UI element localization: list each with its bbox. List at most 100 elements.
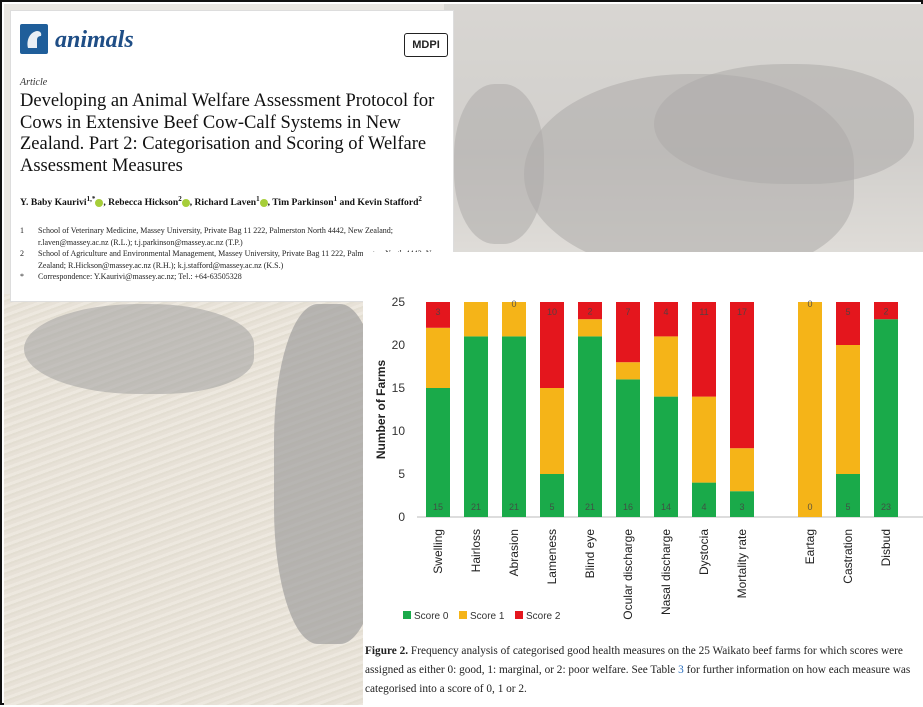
caption-text-2: for further information on how each meas… xyxy=(365,664,911,695)
author-separator: , xyxy=(189,197,195,209)
bar-segment-score-0 xyxy=(654,396,678,517)
bar-segment-score-0 xyxy=(874,319,898,517)
x-tick-label: Blind eye xyxy=(583,529,597,579)
y-tick-label: 0 xyxy=(398,510,405,524)
bar-segment-score-2 xyxy=(654,302,678,337)
bar-segment-score-0 xyxy=(540,474,564,517)
figure-caption: Figure 2. Frequency analysis of categori… xyxy=(365,642,923,699)
orcid-icon[interactable] xyxy=(181,198,190,207)
paper-title: Developing an Animal Welfare Assessment … xyxy=(20,91,435,176)
bar-segment-score-1 xyxy=(464,302,488,337)
affiliation-number: 1 xyxy=(20,226,24,235)
author-separator: , xyxy=(103,197,109,209)
data-label: 5 xyxy=(549,502,554,512)
x-tick-label: Hairloss xyxy=(469,529,483,572)
author-affiliation-mark: 2 xyxy=(418,195,422,203)
bar-segment-score-0 xyxy=(836,474,860,517)
author-affiliation-mark: 1 xyxy=(256,195,260,203)
data-label: 15 xyxy=(433,502,443,512)
x-tick-label: Dystocia xyxy=(697,529,711,575)
legend-swatch xyxy=(403,611,411,619)
author-name[interactable]: Rebecca Hickson xyxy=(108,197,179,209)
affiliation-item: 2 School of Agriculture and Environmental… xyxy=(20,248,450,271)
author-name[interactable]: and Kevin Stafford xyxy=(339,197,419,209)
figure-panel: 0 5 10 15 20 25 Number of Farms Swelling Hairlos… xyxy=(363,252,923,707)
author-affiliation-mark: 1,* xyxy=(86,195,96,203)
table-link[interactable]: 3 xyxy=(678,664,684,676)
bar-segment-score-2 xyxy=(578,302,602,320)
paper-header-card: animals MDPI Article Developing an Anima… xyxy=(11,11,453,301)
article-type: Article xyxy=(20,77,48,88)
caption-label: Figure 2. xyxy=(365,645,409,657)
y-tick-label: 5 xyxy=(398,467,405,481)
legend-label: Score 0 xyxy=(414,611,449,622)
affiliation-number: 2 xyxy=(20,249,24,258)
affiliation-item: 1 School of Veterinary Medicine, Massey U… xyxy=(20,225,450,248)
data-label: 3 xyxy=(435,307,440,317)
bar-segment-score-1 xyxy=(692,396,716,483)
data-label: 11 xyxy=(699,307,708,317)
x-tick-label: Nasal discharge xyxy=(659,529,673,615)
bar-segment-score-0 xyxy=(426,388,450,517)
bar-segment-score-1 xyxy=(798,302,822,517)
data-label: 3 xyxy=(739,502,744,512)
legend-label: Score 2 xyxy=(526,611,561,622)
data-label: 21 xyxy=(509,502,519,512)
x-tick-label: Ocular discharge xyxy=(621,529,635,620)
data-label: 0 xyxy=(807,502,812,512)
bar-segment-score-1 xyxy=(540,388,564,474)
orcid-icon[interactable] xyxy=(259,198,268,207)
data-label: 2 xyxy=(883,307,888,317)
affiliation-list: 1 School of Veterinary Medicine, Massey U… xyxy=(20,225,450,283)
y-tick-label: 15 xyxy=(392,381,406,395)
data-label: 14 xyxy=(661,502,671,512)
data-label: 0 xyxy=(807,299,812,309)
author-affiliation-mark: 2 xyxy=(178,195,182,203)
bar-segment-score-1 xyxy=(836,345,860,474)
y-tick-label: 20 xyxy=(392,338,406,352)
bar-segment-score-1 xyxy=(730,448,754,492)
bar-segment-score-1 xyxy=(426,327,450,388)
affiliation-text: School of Veterinary Medicine, Massey Un… xyxy=(38,226,393,247)
bar-segment-score-2 xyxy=(426,302,450,328)
legend-swatch xyxy=(515,611,523,619)
bar-segment-score-2 xyxy=(616,302,640,363)
orcid-icon[interactable] xyxy=(95,198,104,207)
author-name[interactable]: Tim Parkinson xyxy=(272,197,334,209)
x-tick-label: Abrasion xyxy=(507,529,521,576)
bar-segment-score-1 xyxy=(578,319,602,337)
bar-segment-score-1 xyxy=(654,336,678,397)
bar-segment-score-2 xyxy=(730,302,754,449)
author-separator: , xyxy=(267,197,273,209)
data-label: 4 xyxy=(701,502,706,512)
y-tick-label: 10 xyxy=(392,424,406,438)
bar-segment-score-2 xyxy=(540,302,564,388)
legend-label: Score 1 xyxy=(470,611,505,622)
publisher-logo: MDPI xyxy=(404,33,448,57)
data-label: 0 xyxy=(511,299,516,309)
data-label: 4 xyxy=(663,307,668,317)
x-tick-label: Lameness xyxy=(545,529,559,584)
data-label: 21 xyxy=(585,502,595,512)
journal-name: animals xyxy=(55,27,134,53)
data-label: 5 xyxy=(845,502,850,512)
author-name[interactable]: Richard Laven xyxy=(194,197,257,209)
caption-text-1: Frequency analysis of categorised good h… xyxy=(365,645,903,676)
bar-segment-score-2 xyxy=(692,302,716,397)
x-tick-label: Disbud xyxy=(879,529,893,566)
data-label: 21 xyxy=(471,502,481,512)
x-tick-label: Swelling xyxy=(431,529,445,574)
bar-segment-score-0 xyxy=(502,336,526,517)
bar-segment-score-0 xyxy=(692,482,716,517)
bar-segment-score-0 xyxy=(578,336,602,517)
author-name[interactable]: Y. Baby Kaurivi xyxy=(20,197,87,209)
bar-segment-score-0 xyxy=(464,336,488,517)
author-list: Y. Baby Kaurivi1,*, Rebecca Hickson2, Ri… xyxy=(20,193,450,209)
bar-segment-score-2 xyxy=(874,302,898,320)
bar-segment-score-0 xyxy=(730,491,754,517)
data-label: 17 xyxy=(737,307,747,317)
x-tick-label: Mortality rate xyxy=(735,529,749,599)
affiliation-item: * Correspondence: Y.Kaurivi@massey.ac.nz;… xyxy=(20,271,450,283)
data-label: 16 xyxy=(623,502,633,512)
